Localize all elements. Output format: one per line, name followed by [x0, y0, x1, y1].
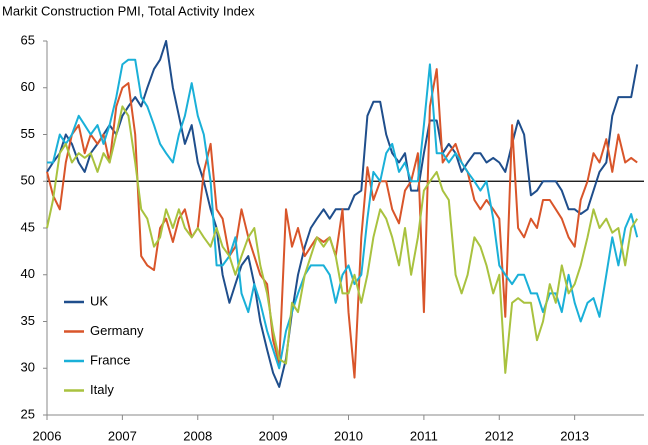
y-tick-label: 65 — [21, 32, 35, 47]
y-tick-label: 55 — [21, 126, 35, 141]
x-tick-label: 2008 — [183, 428, 212, 443]
x-tick-label: 2013 — [560, 428, 589, 443]
legend-label: France — [90, 352, 130, 367]
x-tick-label: 2011 — [410, 428, 438, 443]
x-tick-label: 2009 — [259, 428, 288, 443]
legend-label: UK — [90, 293, 108, 308]
y-tick-label: 45 — [21, 219, 35, 234]
y-tick-label: 35 — [21, 313, 35, 328]
y-tick-label: 50 — [21, 173, 35, 188]
x-tick-label: 2012 — [485, 428, 514, 443]
y-tick-label: 60 — [21, 79, 35, 94]
y-tick-label: 30 — [21, 360, 35, 375]
x-tick-label: 2007 — [108, 428, 137, 443]
legend-label: Germany — [90, 323, 144, 338]
legend-label: Italy — [90, 382, 114, 397]
x-tick-label: 2010 — [334, 428, 363, 443]
y-tick-label: 40 — [21, 266, 35, 281]
series-line — [47, 58, 639, 370]
y-tick-label: 25 — [21, 406, 35, 421]
series-line — [46, 105, 639, 374]
chart-title: Markit Construction PMI, Total Activity … — [2, 3, 255, 18]
series-line — [46, 68, 638, 379]
x-tick-label: 2006 — [33, 428, 62, 443]
